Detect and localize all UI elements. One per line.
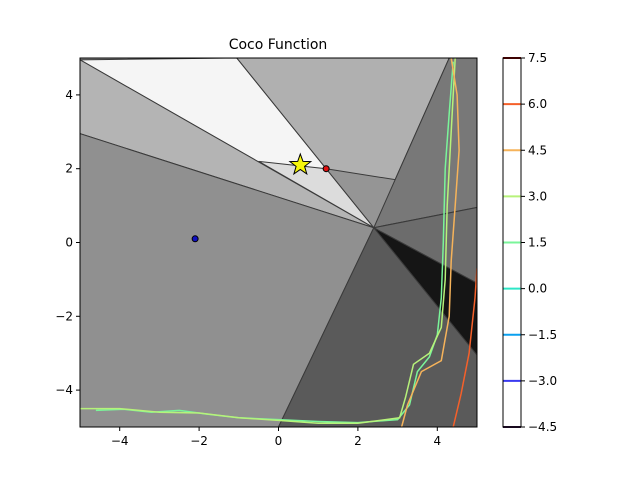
y-tick-label: 4 (65, 88, 73, 102)
colorbar-tick-label: 7.5 (528, 51, 547, 65)
chart-title: Coco Function (229, 37, 328, 53)
contour-level-1_5 (95, 61, 454, 424)
red-point-marker (322, 165, 330, 173)
x-tick-label: 4 (433, 434, 441, 448)
colorbar-tick-label: −3.0 (528, 374, 557, 388)
contour-lines (80, 58, 477, 427)
colorbar-tick-label: 4.5 (528, 143, 547, 157)
contour-level-4_5 (400, 58, 460, 427)
y-tick-label: 2 (65, 162, 73, 176)
colorbar-tick-label: 0.0 (528, 282, 547, 296)
colorbar-tick-label: −1.5 (528, 328, 557, 342)
x-tick-label: 0 (275, 434, 283, 448)
x-tick-label: 2 (354, 434, 362, 448)
region-lower-right (277, 226, 477, 427)
star-marker (288, 152, 313, 176)
plot-area (80, 58, 477, 427)
colorbar-tick-label: 6.0 (528, 97, 547, 111)
colorbar-tick-label: 1.5 (528, 236, 547, 250)
y-tick-label: −2 (55, 309, 73, 323)
contour-level-3 (80, 58, 456, 425)
contour-level-6 (452, 268, 477, 427)
colorbar-tick-label: 3.0 (528, 189, 547, 203)
y-tick-label: 0 (65, 236, 73, 250)
colorbar: −4.5 −3.0 −1.5 0.0 1.5 3.0 4.5 6.0 7.5 (502, 51, 557, 434)
blue-point-marker (191, 235, 199, 243)
colorbar-tick-label: −4.5 (528, 420, 557, 434)
axes: −4 −2 0 2 4 −4 −2 0 2 4 (55, 57, 478, 448)
x-tick-label: −2 (190, 434, 208, 448)
region-right (372, 58, 477, 229)
y-tick-label: −4 (55, 383, 73, 397)
x-tick-label: −4 (111, 434, 129, 448)
markers (191, 152, 330, 243)
